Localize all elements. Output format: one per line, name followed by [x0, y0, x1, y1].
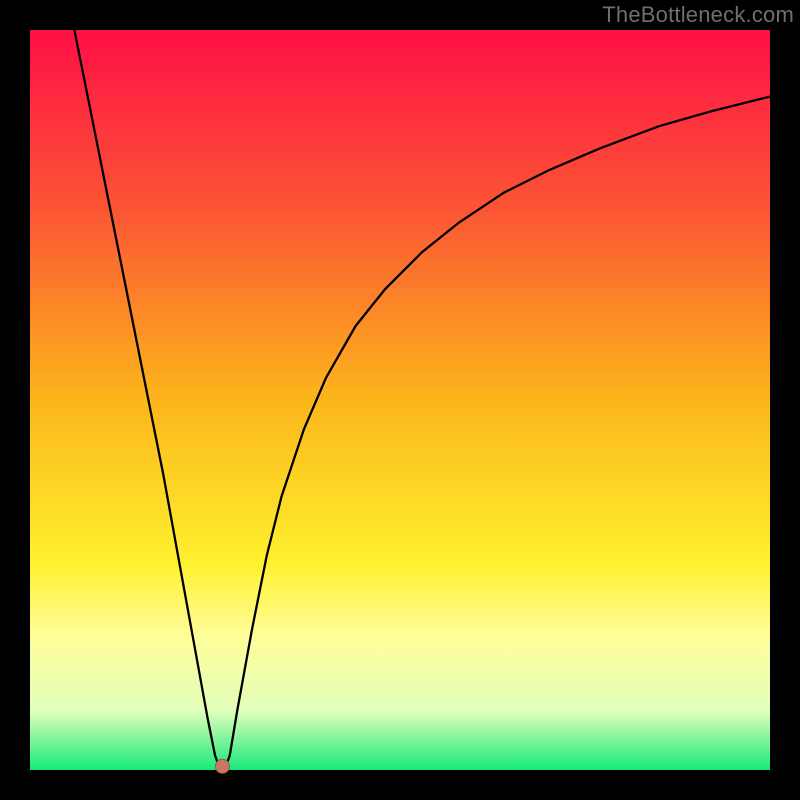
chart-outer-frame: TheBottleneck.com	[0, 0, 800, 800]
watermark-text: TheBottleneck.com	[602, 2, 794, 28]
minimum-marker	[215, 759, 229, 773]
chart-svg	[30, 30, 770, 770]
chart-plot-area	[30, 30, 770, 770]
bottleneck-curve	[74, 30, 770, 766]
